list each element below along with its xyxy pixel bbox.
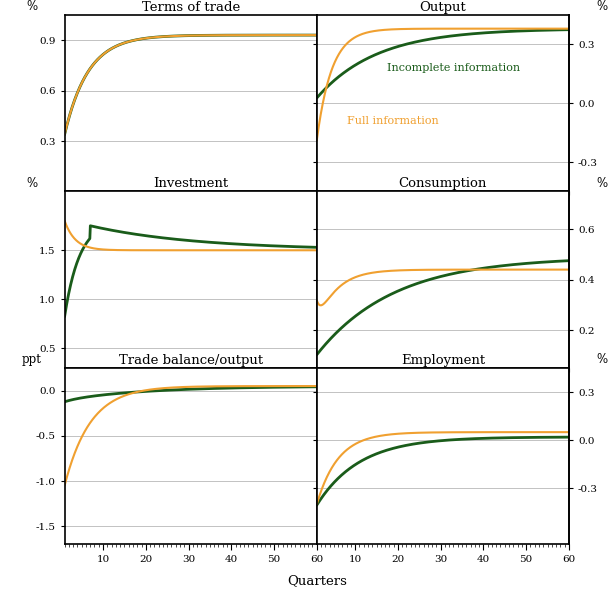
Text: %: % <box>26 177 38 190</box>
Title: Investment: Investment <box>153 177 228 190</box>
Text: %: % <box>596 353 607 366</box>
Text: %: % <box>26 0 38 13</box>
Text: %: % <box>596 177 607 190</box>
Text: Quarters: Quarters <box>287 574 347 587</box>
Title: Trade balance/output: Trade balance/output <box>119 354 263 367</box>
Text: %: % <box>596 0 607 13</box>
Text: ppt: ppt <box>22 353 42 366</box>
Title: Consumption: Consumption <box>399 177 487 190</box>
Title: Output: Output <box>419 1 466 14</box>
Title: Terms of trade: Terms of trade <box>141 1 240 14</box>
Text: Incomplete information: Incomplete information <box>387 63 520 73</box>
Text: Full information: Full information <box>347 116 438 127</box>
Title: Employment: Employment <box>401 354 485 367</box>
